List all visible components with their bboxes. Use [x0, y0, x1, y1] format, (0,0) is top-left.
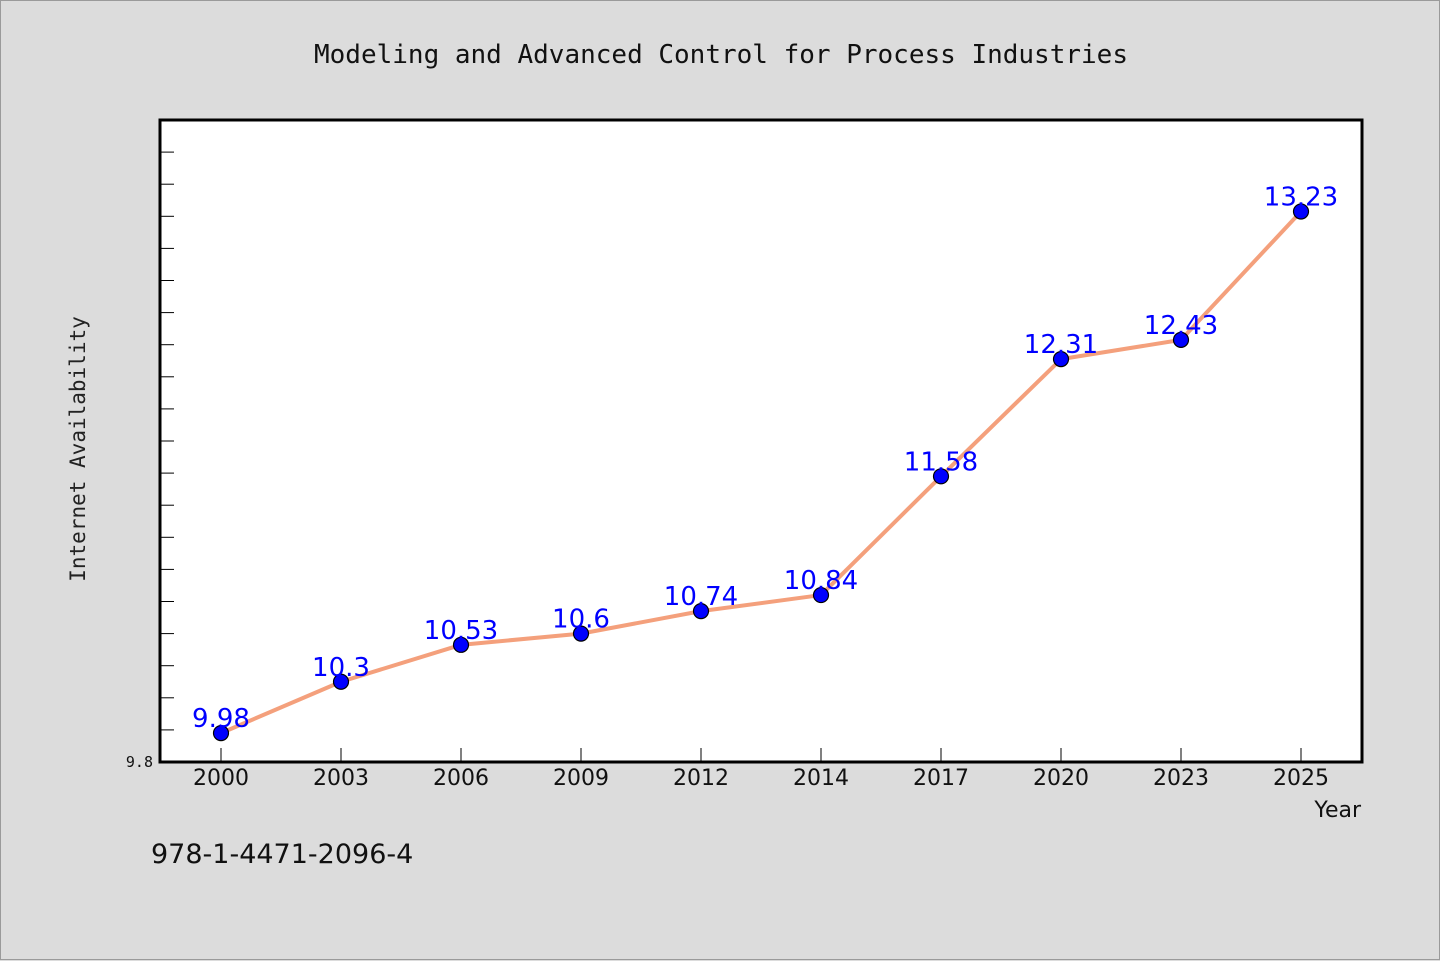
- data-labels: 9.98 10.3 10.53 10.6 10.74 10.84 11.58 12.31 12.…: [192, 182, 1338, 734]
- data-label: 10.6: [552, 605, 610, 635]
- data-label: 13.23: [1264, 182, 1338, 212]
- data-point: [1052, 351, 1070, 368]
- x-tick-label: 2006: [433, 766, 489, 791]
- data-point: [572, 625, 590, 642]
- data-point: [692, 603, 710, 620]
- series-markers: [212, 203, 1310, 742]
- data-point: [212, 725, 230, 742]
- isbn-text: 978-1-4471-2096-4: [151, 839, 413, 870]
- x-tick-label: 2012: [673, 766, 729, 791]
- x-tick-label: 2009: [553, 766, 609, 791]
- data-label: 12.43: [1144, 311, 1218, 341]
- data-point: [332, 673, 350, 690]
- data-label: 10.74: [664, 582, 738, 612]
- data-label: 10.3: [312, 653, 370, 683]
- x-tick-label: 2023: [1153, 766, 1209, 791]
- x-axis-title: Year: [1313, 798, 1362, 823]
- x-tick-label: 2000: [193, 766, 249, 791]
- x-tick-labels: 2000 2003 2006 2009 2012 2014 2017 2020 2023 2025: [193, 766, 1329, 791]
- data-point: [452, 636, 470, 653]
- data-point: [1172, 331, 1190, 348]
- y-axis-title: Internet Availability: [66, 316, 90, 582]
- data-point: [812, 586, 830, 604]
- x-tick-label: 2020: [1033, 766, 1089, 791]
- x-tick-label: 2014: [793, 766, 849, 791]
- x-tick-label: 2003: [313, 766, 369, 791]
- series-line: [220, 210, 1303, 735]
- data-label: 10.84: [784, 566, 858, 596]
- plot-area: [158, 118, 1364, 764]
- x-axis-ticks: [220, 748, 1302, 762]
- x-tick-label: 2025: [1273, 766, 1329, 791]
- y-tick-label: 9.8: [126, 753, 153, 771]
- x-tick-label: 2017: [913, 766, 969, 791]
- data-label: 12.31: [1024, 330, 1098, 360]
- data-point: [1292, 203, 1310, 220]
- data-point: [932, 468, 950, 485]
- data-label: 10.53: [424, 616, 498, 646]
- data-label: 11.58: [904, 447, 978, 477]
- data-label: 9.98: [192, 704, 250, 734]
- y-axis-ticks: [160, 119, 174, 763]
- chart-title: Modeling and Advanced Control for Proces…: [314, 40, 1128, 70]
